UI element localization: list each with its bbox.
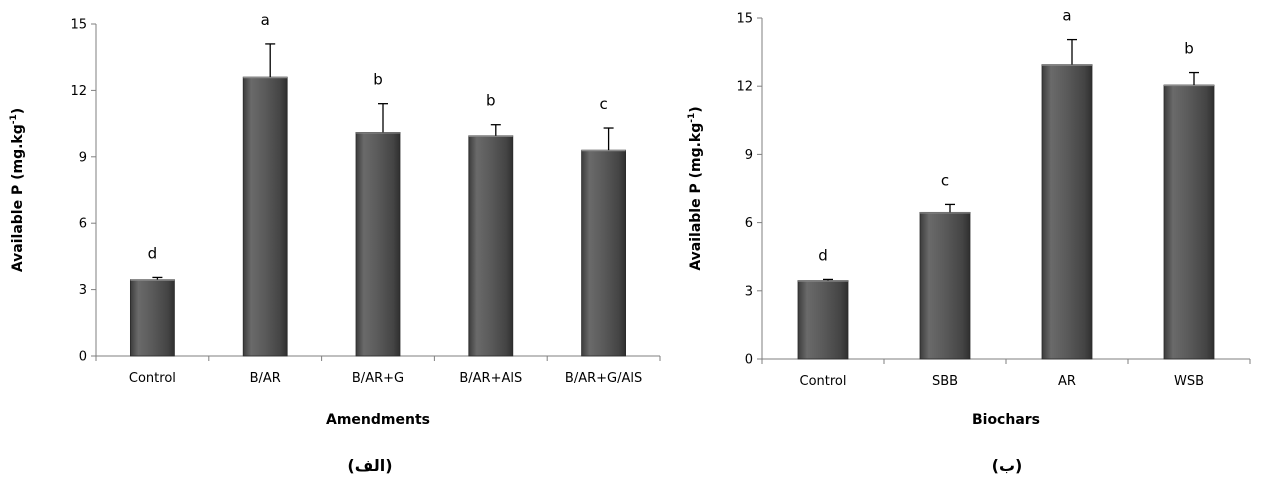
chart1-bar <box>129 279 175 357</box>
chart1-bar <box>242 76 288 357</box>
chart2-bar <box>1163 84 1215 360</box>
chart1-significance-letter: a <box>261 11 270 29</box>
chart2-y-axis-label: Available P (mg.kg-1) <box>687 106 704 270</box>
chart2-y-axis-label-end: ) <box>688 106 704 112</box>
chart1-y-tick-label: 3 <box>79 283 87 298</box>
chart2-bar <box>1041 64 1093 360</box>
chart1-category-label: B/AR+G <box>352 371 404 386</box>
chart1-x-axis-label: Amendments <box>326 412 430 428</box>
chart2-y-tick-label: 0 <box>745 353 753 368</box>
chart1-significance-letter: b <box>486 92 496 110</box>
chart1-significance-letter: d <box>148 244 158 262</box>
chart2-significance-letter: a <box>1062 7 1071 25</box>
chart1-bar <box>355 132 401 357</box>
chart2-bar <box>797 280 849 360</box>
chart2-y-axis-label-main: Available P (mg.kg <box>688 123 704 271</box>
chart1-y-axis-label-sup: -1 <box>9 114 19 124</box>
chart1-category-label: B/AR+AlS <box>459 371 522 386</box>
chart2-y-axis-label-sup: -1 <box>687 113 697 123</box>
chart1-significance-letter: b <box>373 71 383 89</box>
chart2-y-tick-label: 3 <box>745 284 753 299</box>
chart1-y-tick-label: 12 <box>70 84 87 99</box>
chart2-caption: (ب) <box>992 456 1023 475</box>
chart1-y-tick-label: 6 <box>79 217 87 232</box>
chart1-category-label: B/AR <box>250 371 281 386</box>
chart2-category-label: Control <box>800 374 847 389</box>
chart1-category-label: Control <box>129 371 176 386</box>
chart1-category-label: B/AR+G/AlS <box>565 371 642 386</box>
chart1-y-axis-label-end: ) <box>10 108 26 114</box>
chart2-y-tick-label: 15 <box>736 12 753 27</box>
chart1-caption: (الف) <box>347 456 392 475</box>
chart2-significance-letter: b <box>1184 40 1194 58</box>
chart2-y-tick-label: 12 <box>736 80 753 95</box>
chart1-bar <box>468 135 514 357</box>
chart2-category-label: AR <box>1058 374 1076 389</box>
chart1-y-tick-label: 0 <box>79 350 87 365</box>
chart1-y-tick-label: 15 <box>70 18 87 33</box>
chart2-bar <box>919 211 971 360</box>
chart1-bar <box>581 149 626 357</box>
chart2-x-axis-label: Biochars <box>972 412 1040 428</box>
chart1-significance-letter: c <box>599 95 607 113</box>
chart1-group: 0 3 6 9 12 15 d Control a B/AR b B/AR+G b B/AR+AlS c B/… <box>9 11 661 475</box>
chart2-category-label: SBB <box>932 374 958 389</box>
chart1-y-tick-label: 9 <box>79 150 87 165</box>
chart2-y-tick-label: 6 <box>745 216 753 231</box>
chart1-y-axis-label: Available P (mg.kg-1) <box>9 108 26 272</box>
chart2-category-label: WSB <box>1174 374 1204 389</box>
chart2-group: 0 3 6 9 12 15 d Control c SBB a AR b WSB Biochars Avail… <box>687 7 1251 475</box>
chart2-y-tick-label: 9 <box>745 148 753 163</box>
chart1-y-axis-label-main: Available P (mg.kg <box>10 124 26 272</box>
chart2-significance-letter: d <box>818 246 828 264</box>
chart2-significance-letter: c <box>941 171 949 189</box>
